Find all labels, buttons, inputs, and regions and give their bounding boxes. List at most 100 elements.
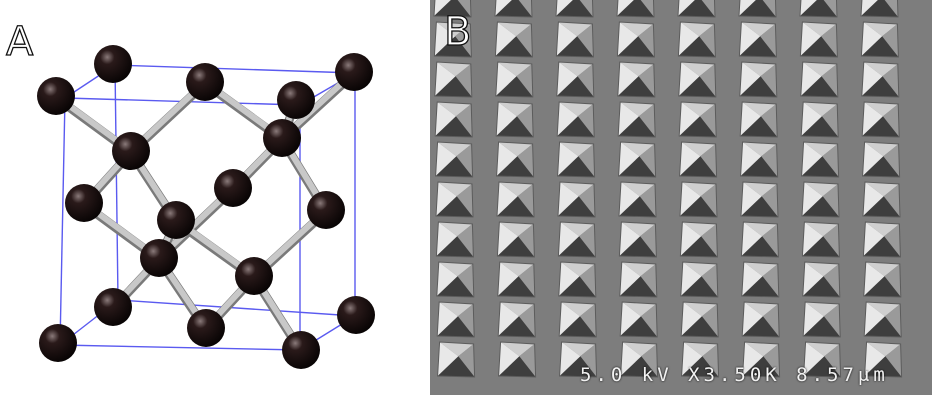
- cube-edge: [117, 299, 356, 317]
- pyramid-face: [435, 156, 473, 177]
- pyramid-face: [864, 302, 885, 336]
- pyramid-face: [577, 104, 595, 137]
- pyramid-face: [739, 62, 761, 96]
- pyramid-rim: [436, 301, 475, 338]
- pyramid-rim: [494, 0, 533, 18]
- pyramid-face: [436, 276, 474, 297]
- pyramid-face: [579, 264, 596, 297]
- pyramid-face: [803, 316, 841, 337]
- pyramid-face: [620, 302, 641, 336]
- pyramid-face: [455, 104, 473, 137]
- pyramid-face: [558, 262, 580, 296]
- pyramid-face: [498, 142, 533, 157]
- pyramid-rim: [435, 221, 474, 258]
- pyramid: [433, 0, 472, 18]
- pyramid-face: [862, 156, 900, 177]
- pyramid-face: [617, 22, 639, 56]
- pyramid-face: [680, 222, 702, 256]
- pyramid-face: [557, 156, 595, 177]
- pyramid-face: [742, 316, 780, 337]
- pyramid-face: [863, 182, 884, 216]
- pyramid-face: [863, 62, 898, 77]
- pyramid-face: [556, 36, 594, 57]
- pyramid-rim: [802, 261, 841, 298]
- pyramid-face: [498, 316, 536, 337]
- pyramid-face: [863, 22, 898, 37]
- pyramid-face: [640, 264, 657, 297]
- pyramid-face: [862, 102, 883, 136]
- pyramid-face: [436, 196, 473, 217]
- pyramid-rim: [619, 261, 658, 298]
- pyramid-face: [561, 342, 596, 357]
- pyramid-face: [457, 264, 474, 297]
- pyramid-face: [682, 262, 717, 277]
- pyramid-face: [742, 142, 777, 157]
- pyramid-face: [865, 182, 899, 197]
- pyramid: [435, 181, 474, 218]
- pyramid-rim: [618, 221, 657, 258]
- pyramid-face: [556, 0, 573, 16]
- pyramid-rim: [680, 301, 719, 338]
- pyramid-face: [558, 182, 579, 216]
- pyramid-rim: [742, 341, 781, 378]
- pyramid-face: [617, 76, 655, 97]
- pyramid-face: [640, 224, 657, 257]
- pyramid-face: [436, 222, 458, 256]
- pyramid-face: [882, 64, 899, 97]
- pyramid-face: [556, 0, 593, 17]
- pyramid-face: [619, 22, 654, 37]
- pyramid: [802, 261, 841, 298]
- pyramid-face: [801, 102, 822, 136]
- pyramid-rim: [739, 101, 778, 138]
- pyramid-face: [683, 342, 718, 357]
- pyramid-face: [579, 304, 597, 337]
- pyramid: [619, 301, 658, 338]
- pyramid-rim: [861, 101, 900, 138]
- pyramid-rim: [740, 221, 779, 258]
- pyramid-face: [436, 62, 471, 77]
- pyramid-face: [559, 302, 580, 336]
- pyramid-face: [557, 116, 595, 137]
- pyramid-face: [518, 264, 535, 297]
- pyramid: [680, 261, 719, 298]
- pyramid-face: [560, 182, 594, 197]
- atom: [277, 81, 315, 119]
- pyramid-face: [803, 142, 838, 157]
- pyramid-face: [679, 142, 701, 176]
- pyramid-face: [434, 36, 472, 57]
- pyramid-face: [496, 102, 517, 136]
- pyramid-rim: [556, 101, 595, 138]
- atom: [94, 288, 132, 326]
- atom: [337, 296, 375, 334]
- pyramid-face: [742, 302, 763, 336]
- pyramid-face: [558, 22, 593, 37]
- pyramid-face: [864, 102, 899, 117]
- pyramid-face: [436, 22, 471, 37]
- pyramid-face: [821, 104, 839, 137]
- pyramid: [496, 141, 535, 178]
- pyramid: [863, 261, 902, 298]
- pyramid-face: [803, 302, 824, 336]
- pyramid-face: [680, 62, 715, 77]
- pyramid-face: [580, 344, 597, 377]
- pyramid-face: [680, 196, 717, 217]
- pyramid-face: [681, 316, 719, 337]
- pyramid: [557, 141, 596, 178]
- pyramid-rim: [677, 21, 716, 58]
- pyramid: [433, 21, 472, 58]
- atom: [37, 77, 75, 115]
- pyramid: [863, 301, 902, 338]
- pyramid-face: [863, 262, 885, 296]
- pyramid-rim: [616, 21, 655, 58]
- pyramid-rim: [862, 221, 901, 258]
- pyramid-face: [617, 0, 654, 17]
- pyramid-face: [435, 116, 473, 137]
- pyramid-rim: [558, 261, 597, 298]
- pyramid-face: [681, 302, 702, 336]
- pyramid-face: [557, 102, 578, 136]
- pyramid-face: [864, 356, 902, 377]
- pyramid-face: [455, 24, 472, 57]
- pyramid-face: [559, 142, 594, 157]
- pyramid: [862, 181, 901, 218]
- pyramid-face: [761, 144, 778, 177]
